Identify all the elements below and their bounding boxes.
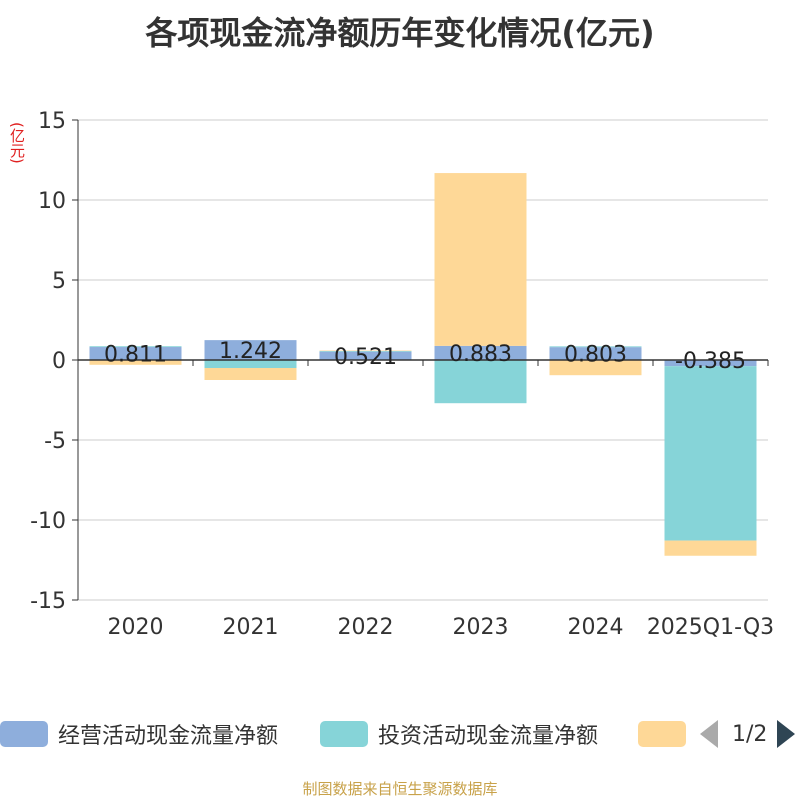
chart-title: 各项现金流净额历年变化情况(亿元) — [145, 14, 655, 52]
bar-investing-2025Q1-Q3 — [664, 366, 757, 541]
bar-investing-2022 — [319, 350, 412, 352]
bar-investing-2024 — [549, 346, 642, 348]
x-tick-label: 2022 — [338, 615, 394, 640]
legend: 经营活动现金流量净额 投资活动现金流量净额 1/2 — [0, 714, 800, 754]
x-tick-label: 2020 — [108, 615, 164, 640]
bar-operating-2023 — [434, 345, 527, 360]
bar-operating-2021 — [204, 340, 297, 360]
x-tick-label: 2023 — [453, 615, 509, 640]
legend-page-indicator: 1/2 — [732, 721, 768, 747]
bar-operating-2020 — [89, 347, 182, 360]
data-label: 0.803 — [564, 343, 627, 368]
data-label: 1.242 — [219, 339, 282, 364]
y-axis-unit: (亿元) — [8, 122, 26, 164]
legend-item-operating[interactable]: 经营活动现金流量净额 — [0, 714, 278, 754]
source-note: 制图数据来自恒生聚源数据库 — [302, 780, 498, 798]
bar-financing-2025Q1-Q3 — [664, 540, 757, 556]
x-tick-label: 2025Q1-Q3 — [647, 615, 774, 640]
x-tick-label: 2021 — [223, 615, 279, 640]
legend-next-icon[interactable] — [777, 720, 796, 748]
legend-item-investing[interactable]: 投资活动现金流量净额 — [320, 714, 598, 754]
bar-operating-2024 — [549, 347, 642, 360]
data-label: 0.883 — [449, 342, 512, 367]
data-label: 0.521 — [334, 345, 397, 370]
y-tick-label: -5 — [44, 429, 66, 454]
bar-investing-2020 — [89, 346, 182, 348]
data-label: 0.811 — [104, 343, 167, 368]
bar-operating-2022 — [319, 351, 412, 360]
y-tick-label: 5 — [52, 269, 66, 294]
bar-investing-2023 — [434, 360, 527, 404]
legend-prev-icon[interactable] — [700, 720, 718, 748]
legend-pager: 1/2 — [700, 714, 796, 754]
bar-financing-2024 — [549, 360, 642, 376]
bar-operating-2025Q1-Q3 — [664, 360, 757, 367]
bar-financing-2020 — [89, 360, 182, 365]
y-tick-label: -10 — [30, 509, 66, 534]
legend-label-investing: 投资活动现金流量净额 — [378, 724, 599, 749]
legend-label-operating: 经营活动现金流量净额 — [58, 724, 279, 749]
y-tick-label: 15 — [38, 109, 66, 134]
legend-swatch-financing — [638, 721, 686, 747]
y-tick-label: 10 — [38, 189, 66, 214]
y-tick-label: -15 — [30, 589, 66, 614]
x-tick-label: 2024 — [568, 615, 624, 640]
bar-financing-2022 — [319, 350, 412, 352]
bar-chart: 15 10 5 0 -5 -10 -15 2020 2021 2022 2023 2024 2025Q1… — [30, 109, 774, 640]
legend-item-financing[interactable] — [638, 714, 686, 754]
y-tick-label: 0 — [52, 349, 66, 374]
data-label: -0.385 — [675, 349, 746, 374]
bar-investing-2021 — [204, 360, 297, 368]
bar-financing-2021 — [204, 368, 297, 380]
legend-swatch-operating — [0, 721, 48, 747]
legend-swatch-investing — [320, 721, 368, 747]
bar-financing-2023 — [434, 173, 527, 346]
